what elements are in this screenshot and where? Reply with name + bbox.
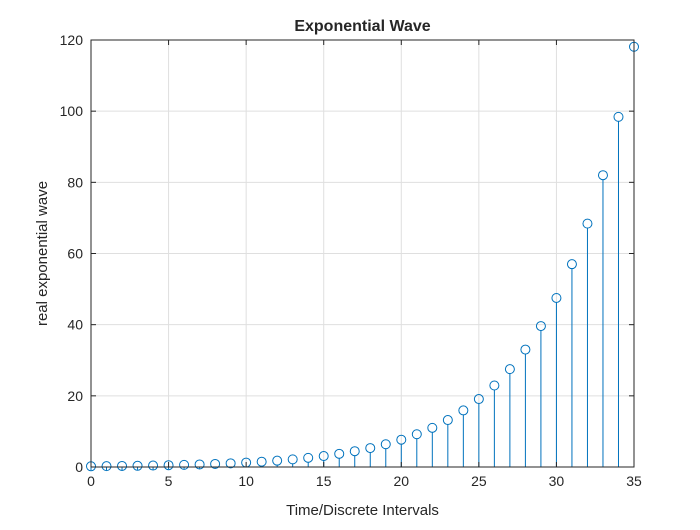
y-tick-label: 40	[67, 317, 83, 333]
y-axis-ticks: 0 20 40 60 80 100 120	[60, 32, 634, 475]
stem-marker	[287, 454, 298, 465]
stem-marker	[334, 448, 345, 459]
stem-marker	[163, 460, 174, 471]
stem-marker	[613, 111, 624, 122]
y-tick-label: 0	[75, 459, 83, 475]
stem-marker	[411, 429, 422, 440]
y-tick-label: 100	[60, 103, 84, 119]
stem-marker	[318, 451, 329, 462]
stem-marker	[458, 405, 469, 416]
stem-marker	[349, 446, 360, 457]
x-tick-label: 35	[626, 473, 642, 489]
stem-marker	[272, 455, 283, 466]
stem-marker	[535, 321, 546, 332]
stem-marker	[256, 456, 267, 467]
x-tick-label: 15	[316, 473, 332, 489]
x-tick-label: 10	[238, 473, 254, 489]
y-tick-label: 20	[67, 388, 83, 404]
x-tick-label: 20	[393, 473, 409, 489]
x-tick-label: 5	[165, 473, 173, 489]
stem-marker	[148, 460, 159, 471]
stem-marker	[396, 434, 407, 445]
stem-marker	[551, 292, 562, 303]
y-tick-label: 120	[60, 32, 84, 48]
x-tick-label: 30	[549, 473, 565, 489]
stem-marker	[442, 415, 453, 426]
stem-marker	[582, 218, 593, 229]
stem-marker	[504, 364, 515, 375]
y-tick-label: 80	[67, 174, 83, 190]
stem-marker	[566, 259, 577, 270]
stem-marker	[427, 422, 438, 433]
stem-marker	[101, 461, 112, 472]
stem-marker	[489, 380, 500, 391]
stem-marker	[132, 460, 143, 471]
stem-marker	[210, 458, 221, 469]
stem-marker	[225, 458, 236, 469]
stem-marker	[365, 443, 376, 454]
y-axis-label: real exponential wave	[34, 181, 51, 326]
stem-marker	[303, 452, 314, 463]
stem-marker	[473, 394, 484, 405]
stem-marker	[194, 459, 205, 470]
stem-marker	[597, 170, 608, 181]
stem-marker	[179, 459, 190, 470]
chart-title: Exponential Wave	[294, 18, 430, 35]
x-tick-label: 0	[87, 473, 95, 489]
x-axis-ticks: 0 5 10 15 20 25 30 35	[87, 40, 642, 489]
x-tick-label: 25	[471, 473, 487, 489]
stem-marker	[117, 460, 128, 471]
stem-marker	[380, 439, 391, 450]
x-axis-label: Time/Discrete Intervals	[286, 502, 439, 519]
y-tick-label: 60	[67, 246, 83, 262]
stem-marker	[520, 344, 531, 355]
